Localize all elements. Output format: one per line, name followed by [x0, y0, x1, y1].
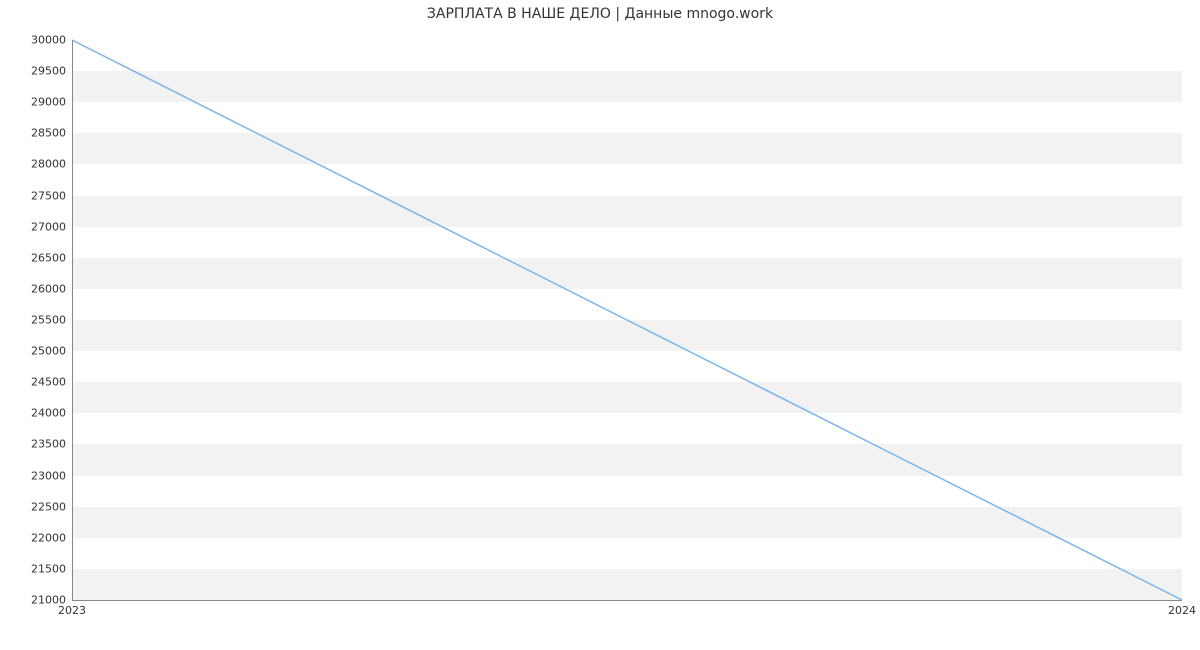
y-tick-label: 26500 — [31, 251, 72, 264]
y-tick-label: 29000 — [31, 96, 72, 109]
y-tick-label: 29500 — [31, 65, 72, 78]
y-tick-label: 27500 — [31, 189, 72, 202]
y-tick-label: 21500 — [31, 562, 72, 575]
y-tick-label: 26000 — [31, 282, 72, 295]
x-tick-label: 2023 — [58, 600, 86, 617]
y-tick-label: 22500 — [31, 500, 72, 513]
salary-line-chart: ЗАРПЛАТА В НАШЕ ДЕЛО | Данные mnogo.work… — [0, 0, 1200, 650]
x-tick-label: 2024 — [1168, 600, 1196, 617]
chart-title: ЗАРПЛАТА В НАШЕ ДЕЛО | Данные mnogo.work — [0, 6, 1200, 22]
y-tick-label: 30000 — [31, 34, 72, 47]
y-tick-label: 27000 — [31, 220, 72, 233]
y-tick-label: 25500 — [31, 314, 72, 327]
line-layer — [72, 40, 1182, 600]
y-tick-label: 28000 — [31, 158, 72, 171]
x-axis-line — [72, 600, 1182, 601]
y-axis-line — [72, 40, 73, 600]
y-tick-label: 24000 — [31, 407, 72, 420]
y-tick-label: 24500 — [31, 376, 72, 389]
series-line-salary — [72, 40, 1182, 600]
y-tick-label: 22000 — [31, 531, 72, 544]
y-tick-label: 28500 — [31, 127, 72, 140]
y-tick-label: 23500 — [31, 438, 72, 451]
plot-area: 2100021500220002250023000235002400024500… — [72, 40, 1182, 600]
y-tick-label: 23000 — [31, 469, 72, 482]
y-tick-label: 25000 — [31, 345, 72, 358]
